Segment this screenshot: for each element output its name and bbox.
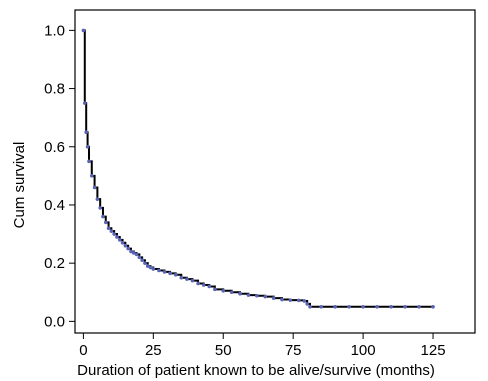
censor-point: [238, 291, 242, 296]
censor-point: [207, 284, 212, 289]
y-tick-label: 1.0: [44, 22, 65, 39]
censor-point: [255, 293, 259, 298]
censor-point: [129, 249, 133, 254]
censor-point: [103, 220, 108, 225]
censor-point: [333, 305, 337, 309]
censor-point: [137, 255, 142, 260]
censor-point: [106, 226, 111, 231]
censor-point: [185, 277, 189, 281]
x-tick-label: 0: [79, 342, 87, 359]
censor-point: [85, 144, 90, 149]
y-tick-label: 0.0: [44, 313, 65, 330]
censor-point: [361, 305, 365, 309]
censor-point: [347, 305, 351, 309]
y-tick-label: 0.2: [44, 255, 65, 272]
censor-point: [403, 305, 407, 309]
censor-point: [95, 197, 100, 201]
y-axis-title: Cum survival: [11, 142, 28, 229]
y-tick-label: 0.8: [44, 81, 65, 98]
plot-area-frame: [74, 9, 476, 334]
y-axis: 0.0 0.2 0.4 0.6 0.8 1.0: [44, 22, 75, 330]
censor-point: [173, 273, 178, 277]
y-tick-label: 0.6: [44, 139, 65, 156]
censor-point: [81, 28, 86, 33]
censor-markers: [81, 28, 435, 309]
censor-point: [190, 278, 195, 283]
censor-point: [131, 251, 136, 255]
censor-point: [92, 185, 97, 190]
censor-point: [319, 305, 323, 309]
censor-point: [246, 293, 251, 297]
censor-point: [389, 305, 393, 309]
censor-point: [109, 229, 114, 233]
censor-point: [84, 130, 88, 135]
censor-point: [221, 289, 226, 293]
censor-point: [308, 305, 312, 309]
censor-point: [140, 258, 144, 263]
x-tick-label: 75: [285, 342, 302, 359]
censor-point: [302, 299, 307, 303]
x-tick-label: 50: [215, 342, 232, 359]
censor-point: [168, 271, 172, 276]
censor-point: [229, 290, 234, 295]
x-axis: 0 25 50 75 100 125: [79, 333, 446, 359]
censor-point: [196, 281, 200, 286]
x-tick-label: 125: [421, 342, 446, 359]
censor-point: [288, 298, 293, 302]
y-tick-label: 0.4: [44, 197, 65, 214]
censor-point: [120, 240, 125, 245]
censor-point: [112, 232, 116, 236]
censor-point: [263, 294, 268, 299]
survival-curve: [83, 29, 434, 308]
censor-point: [101, 214, 105, 219]
x-tick-label: 25: [145, 342, 162, 359]
x-tick-label: 100: [351, 342, 376, 359]
censor-point: [115, 235, 119, 239]
censor-point: [305, 302, 309, 306]
censor-point: [87, 159, 91, 164]
censor-point: [145, 264, 150, 268]
censor-point: [117, 238, 122, 242]
censor-point: [417, 305, 421, 309]
censor-point: [148, 265, 153, 270]
censor-point: [89, 174, 94, 178]
censor-point: [157, 268, 161, 273]
censor-point: [162, 270, 167, 274]
censor-point: [431, 305, 435, 309]
censor-point: [280, 297, 284, 302]
censor-point: [201, 283, 206, 287]
censor-point: [82, 101, 87, 105]
x-axis-title: Duration of patient known to be alive/su…: [77, 362, 435, 379]
censor-point: [123, 243, 128, 248]
censor-point: [179, 275, 184, 280]
censor-point: [98, 206, 102, 210]
censor-point: [375, 305, 379, 309]
censor-point: [134, 252, 139, 257]
censor-point: [296, 298, 301, 303]
censor-point: [151, 267, 156, 271]
censor-point: [143, 261, 147, 265]
censor-point: [213, 287, 217, 292]
censor-point: [126, 246, 130, 251]
censor-point: [271, 296, 276, 300]
